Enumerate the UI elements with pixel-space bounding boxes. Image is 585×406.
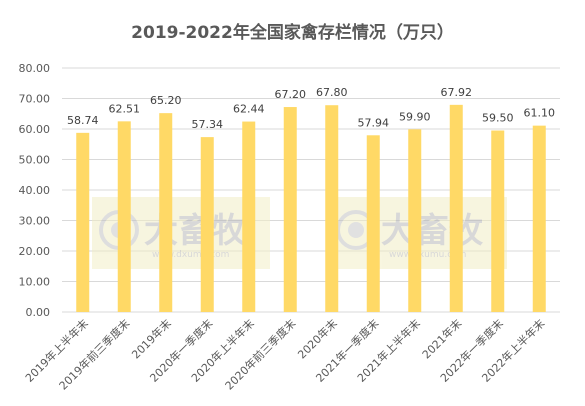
x-tick-label: 2020年前三季度末 (222, 316, 298, 392)
y-tick-label: 70.00 (19, 93, 51, 106)
bar (200, 137, 214, 312)
y-tick-label: 40.00 (19, 184, 51, 197)
y-tick-label: 0.00 (26, 306, 51, 319)
data-label: 59.50 (482, 112, 514, 125)
data-label: 61.10 (524, 107, 556, 120)
watermark-site: www.dxumu.com (152, 250, 229, 260)
bar (408, 129, 422, 312)
data-label: 57.94 (358, 116, 390, 129)
data-label: 62.51 (109, 102, 141, 115)
chart-title: 2019-2022年全国家禽存栏情况（万只） (131, 23, 454, 43)
y-tick-label: 80.00 (19, 62, 51, 75)
data-label: 67.92 (441, 86, 473, 99)
watermark-logo-core (348, 222, 364, 238)
y-axis: 0.00 10.00 20.00 30.00 40.00 50.00 60.00 70.00 8… (19, 62, 51, 319)
bar (366, 135, 380, 312)
data-label: 65.20 (150, 94, 182, 107)
bar (283, 107, 297, 312)
bar (117, 121, 131, 312)
x-axis: 2019年上半年末2019年前三季度末2019年末2020年一季度末2020年上… (22, 316, 547, 392)
data-label: 57.34 (192, 118, 224, 131)
bar (532, 125, 546, 313)
watermark-brand: 大畜牧 (381, 211, 484, 251)
bar (76, 132, 90, 312)
bar (242, 121, 256, 312)
bar (325, 105, 339, 313)
bars (76, 104, 546, 313)
y-tick-label: 60.00 (19, 123, 51, 136)
bar (159, 113, 173, 312)
data-label: 59.90 (399, 110, 431, 123)
data-labels: 58.74 62.51 65.20 57.34 62.44 67.20 67.80 57.94… (67, 86, 555, 131)
y-tick-label: 50.00 (19, 154, 51, 167)
y-tick-label: 20.00 (19, 245, 51, 258)
data-label: 67.20 (275, 88, 307, 101)
data-label: 67.80 (316, 86, 348, 99)
y-tick-label: 30.00 (19, 215, 51, 228)
bar (491, 130, 505, 312)
x-tick-label: 2019年前三季度末 (56, 316, 132, 392)
data-label: 58.74 (67, 114, 99, 127)
bar (449, 104, 463, 313)
watermark-site: www.dxumu.com (389, 250, 466, 260)
y-tick-label: 10.00 (19, 276, 51, 289)
data-label: 62.44 (233, 103, 265, 116)
